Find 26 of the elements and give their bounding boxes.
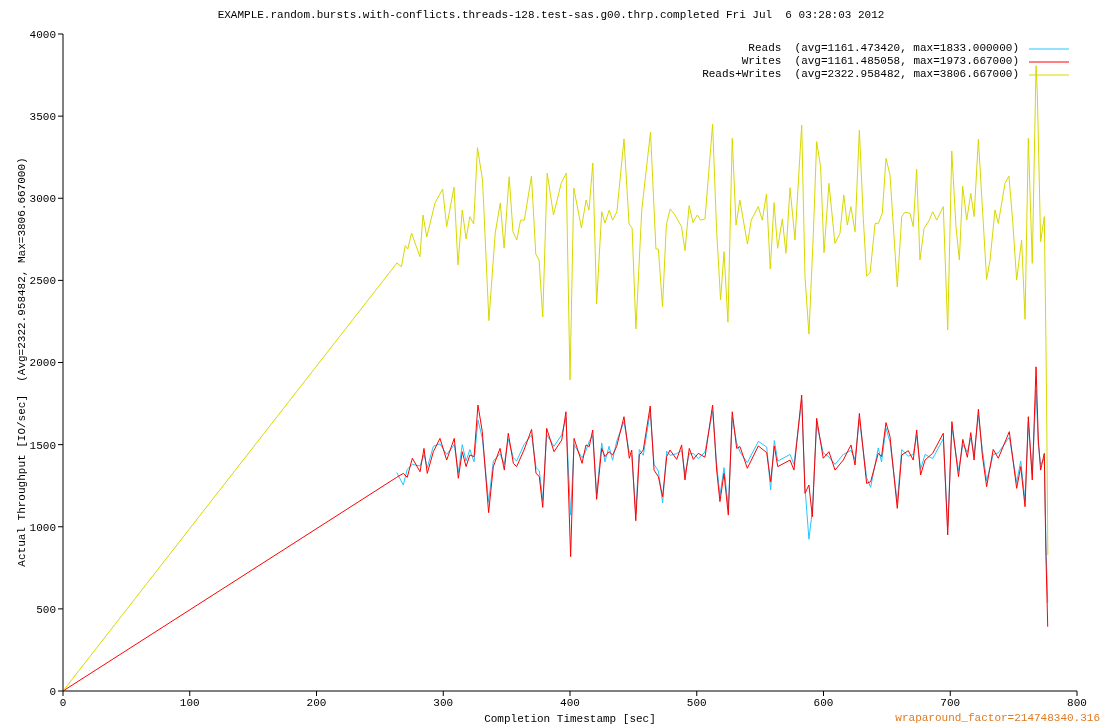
x-tick-label: 100 — [179, 696, 200, 709]
y-tick-label: 2500 — [29, 275, 56, 288]
y-tick-label: 500 — [36, 603, 56, 616]
chart-title: EXAMPLE.random.bursts.with-conflicts.threads-128.test-sas.g00.thrp.completed Fri Jul 6 03:28:03 2012 — [216, 9, 886, 21]
x-tick-label: 600 — [813, 696, 834, 709]
y-tick-label: 3500 — [29, 111, 56, 124]
y-tick-label: 2000 — [29, 357, 56, 370]
legend-label: Reads+Writes (avg=2322.958482, max=3806.667000) — [702, 68, 1019, 81]
y-tick-label: 1500 — [29, 439, 56, 452]
y-tick-label: 1000 — [29, 521, 56, 534]
x-tick-label: 700 — [940, 696, 961, 709]
x-tick-label: 800 — [1067, 696, 1087, 709]
legend-label: Reads (avg=1161.473420, max=1833.000000) — [748, 42, 1019, 55]
y-tick-label: 3000 — [29, 193, 56, 206]
y-axis-title: Actual Throughput [IO/sec] (Avg=2322.958482, Max=3806.667000) — [16, 157, 28, 567]
x-tick-label: 200 — [306, 696, 327, 709]
text: wraparound_factor=214748340.316 — [895, 712, 1100, 724]
x-tick-label: 0 — [59, 696, 67, 709]
y-tick-label: 0 — [49, 685, 56, 698]
x-tick-label: 400 — [560, 696, 580, 709]
y-tick-label: 4000 — [29, 28, 56, 41]
x-axis-title: Completion Timestamp [sec] — [484, 713, 656, 725]
x-tick-label: 500 — [686, 696, 707, 709]
legend-label: Writes (avg=1161.485058, max=1973.667000) — [741, 55, 1019, 68]
x-tick-label: 300 — [433, 696, 454, 709]
line-series — [63, 366, 1049, 691]
